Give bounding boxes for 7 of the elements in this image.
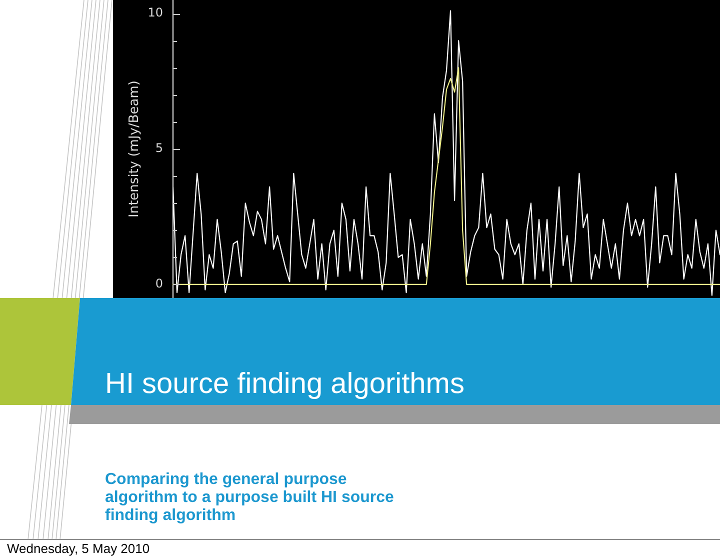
y-axis-title: Intensity (mJy/Beam) — [127, 80, 142, 218]
text: Wednesday, 5 May 2010 — [7, 541, 150, 557]
y-tick-label: 0 — [155, 276, 163, 291]
y-tick-label: 10 — [148, 6, 163, 20]
y-tick-label: 5 — [155, 141, 163, 156]
text: Comparing the general purpose algorithm to a purpose built HI source finding algorithm — [105, 471, 395, 525]
text: HI source finding algorithms — [105, 367, 464, 401]
